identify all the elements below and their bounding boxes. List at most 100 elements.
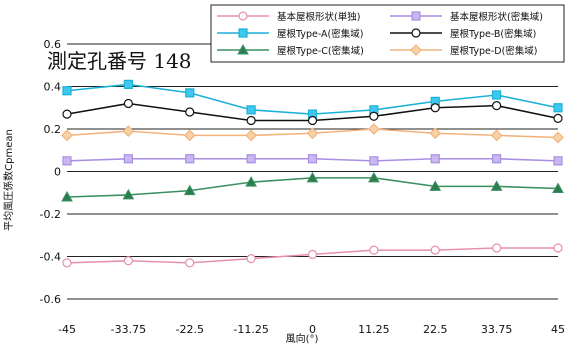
data-point	[183, 129, 196, 142]
y-axis-label: 平均風圧係数Cpmean	[2, 129, 15, 231]
data-point	[492, 90, 502, 100]
data-point	[368, 123, 380, 135]
y-tick-labels: -0.6 -0.4 -0.2 0 0.2 0.4 0.6	[40, 38, 61, 306]
data-point	[246, 154, 256, 164]
data-point	[368, 171, 380, 183]
data-point	[185, 107, 195, 117]
legend-swatch-marker	[411, 28, 421, 38]
data-point	[553, 243, 563, 253]
legend-swatch-marker	[410, 44, 422, 56]
legend-item: 屋根Type-B(密集域)	[390, 28, 536, 40]
x-tick-label: -33.75	[111, 323, 146, 336]
y-tick-label: 0.2	[44, 123, 62, 136]
y-tick-label: 0	[54, 166, 61, 179]
data-point	[430, 103, 440, 113]
legend-label: 屋根Type-D(密集域)	[450, 45, 537, 57]
data-point	[429, 127, 442, 140]
series-2	[62, 154, 563, 166]
data-point	[245, 176, 257, 187]
x-tick-label: -11.25	[233, 323, 268, 336]
series-3	[62, 79, 563, 119]
data-point	[553, 156, 563, 166]
data-point	[246, 254, 256, 264]
data-point	[183, 184, 196, 196]
data-point	[552, 182, 564, 193]
x-tick-label: -22.5	[176, 323, 204, 336]
series-layer	[61, 79, 564, 268]
data-point	[246, 105, 256, 115]
data-point	[492, 243, 502, 253]
data-point	[307, 115, 318, 126]
data-point	[306, 127, 319, 140]
data-point	[307, 249, 318, 259]
data-point	[306, 171, 319, 183]
legend-label: 基本屋根形状(密集域)	[450, 11, 543, 23]
data-point	[62, 109, 72, 119]
x-axis-label: 風向(°)	[286, 332, 319, 345]
series-4	[62, 98, 563, 126]
x-tick-label: 33.75	[481, 323, 513, 336]
y-tick-label: 0.4	[44, 81, 62, 94]
data-point	[553, 113, 563, 123]
data-point	[246, 115, 256, 126]
legend-swatch-marker	[237, 43, 249, 55]
data-point	[61, 129, 73, 142]
series-6	[61, 123, 564, 144]
data-point	[490, 129, 503, 142]
data-point	[185, 154, 195, 164]
data-point	[552, 131, 564, 144]
x-tick-labels: -45 -33.75 -22.5 -11.25 0 11.25 22.5 33.75 45	[58, 323, 565, 336]
x-tick-label: 45	[551, 323, 565, 336]
data-point	[492, 154, 502, 164]
x-tick-label: 11.25	[358, 323, 390, 336]
data-point	[122, 188, 135, 200]
legend-item: 基本屋根形状(単独)	[217, 11, 360, 23]
legend-label: 基本屋根形状(単独)	[277, 11, 360, 23]
data-point	[369, 156, 379, 166]
legend-box	[210, 4, 565, 63]
data-point	[185, 258, 195, 268]
data-point	[492, 101, 502, 111]
data-point	[185, 88, 195, 98]
data-point	[490, 180, 503, 191]
data-point	[430, 245, 440, 255]
legend: 基本屋根形状(単独) 基本屋根形状(密集域) 屋根Type-A(密集域) 屋根Type…	[210, 4, 565, 63]
chart-title: 測定孔番号 148	[47, 49, 192, 73]
legend-item: 基本屋根形状(密集域)	[390, 11, 543, 23]
y-tick-label: -0.6	[40, 293, 61, 306]
data-point	[122, 125, 135, 137]
y-tick-label: 0.6	[44, 38, 62, 51]
legend-item: 屋根Type-D(密集域)	[390, 44, 537, 57]
data-point	[123, 98, 133, 109]
data-point	[62, 258, 72, 268]
legend-swatch-marker	[238, 11, 248, 21]
x-tick-label: 22.5	[423, 323, 448, 336]
data-point	[429, 180, 442, 191]
data-point	[62, 156, 72, 166]
data-point	[61, 190, 73, 202]
x-tick-label: -45	[58, 323, 76, 336]
legend-item: 屋根Type-C(密集域)	[217, 43, 364, 57]
y-tick-label: -0.4	[40, 251, 61, 264]
x-tick-label: 0	[309, 323, 316, 336]
series-1	[62, 243, 563, 268]
legend-label: 屋根Type-B(密集域)	[450, 28, 536, 40]
data-point	[245, 129, 257, 142]
y-tick-label: -0.2	[40, 208, 61, 221]
legend-label: 屋根Type-A(密集域)	[277, 28, 363, 40]
legend-swatch-marker	[411, 11, 421, 21]
legend-swatch-marker	[238, 28, 248, 38]
series-5	[61, 171, 564, 202]
data-point	[430, 154, 440, 164]
data-point	[123, 154, 133, 164]
data-point	[369, 245, 379, 255]
data-point	[62, 86, 72, 96]
data-point	[307, 154, 318, 164]
legend-item: 屋根Type-A(密集域)	[217, 28, 363, 40]
data-point	[123, 256, 133, 266]
legend-label: 屋根Type-C(密集域)	[277, 45, 364, 57]
data-point	[553, 103, 563, 113]
data-point	[369, 111, 379, 121]
data-point	[123, 79, 133, 89]
